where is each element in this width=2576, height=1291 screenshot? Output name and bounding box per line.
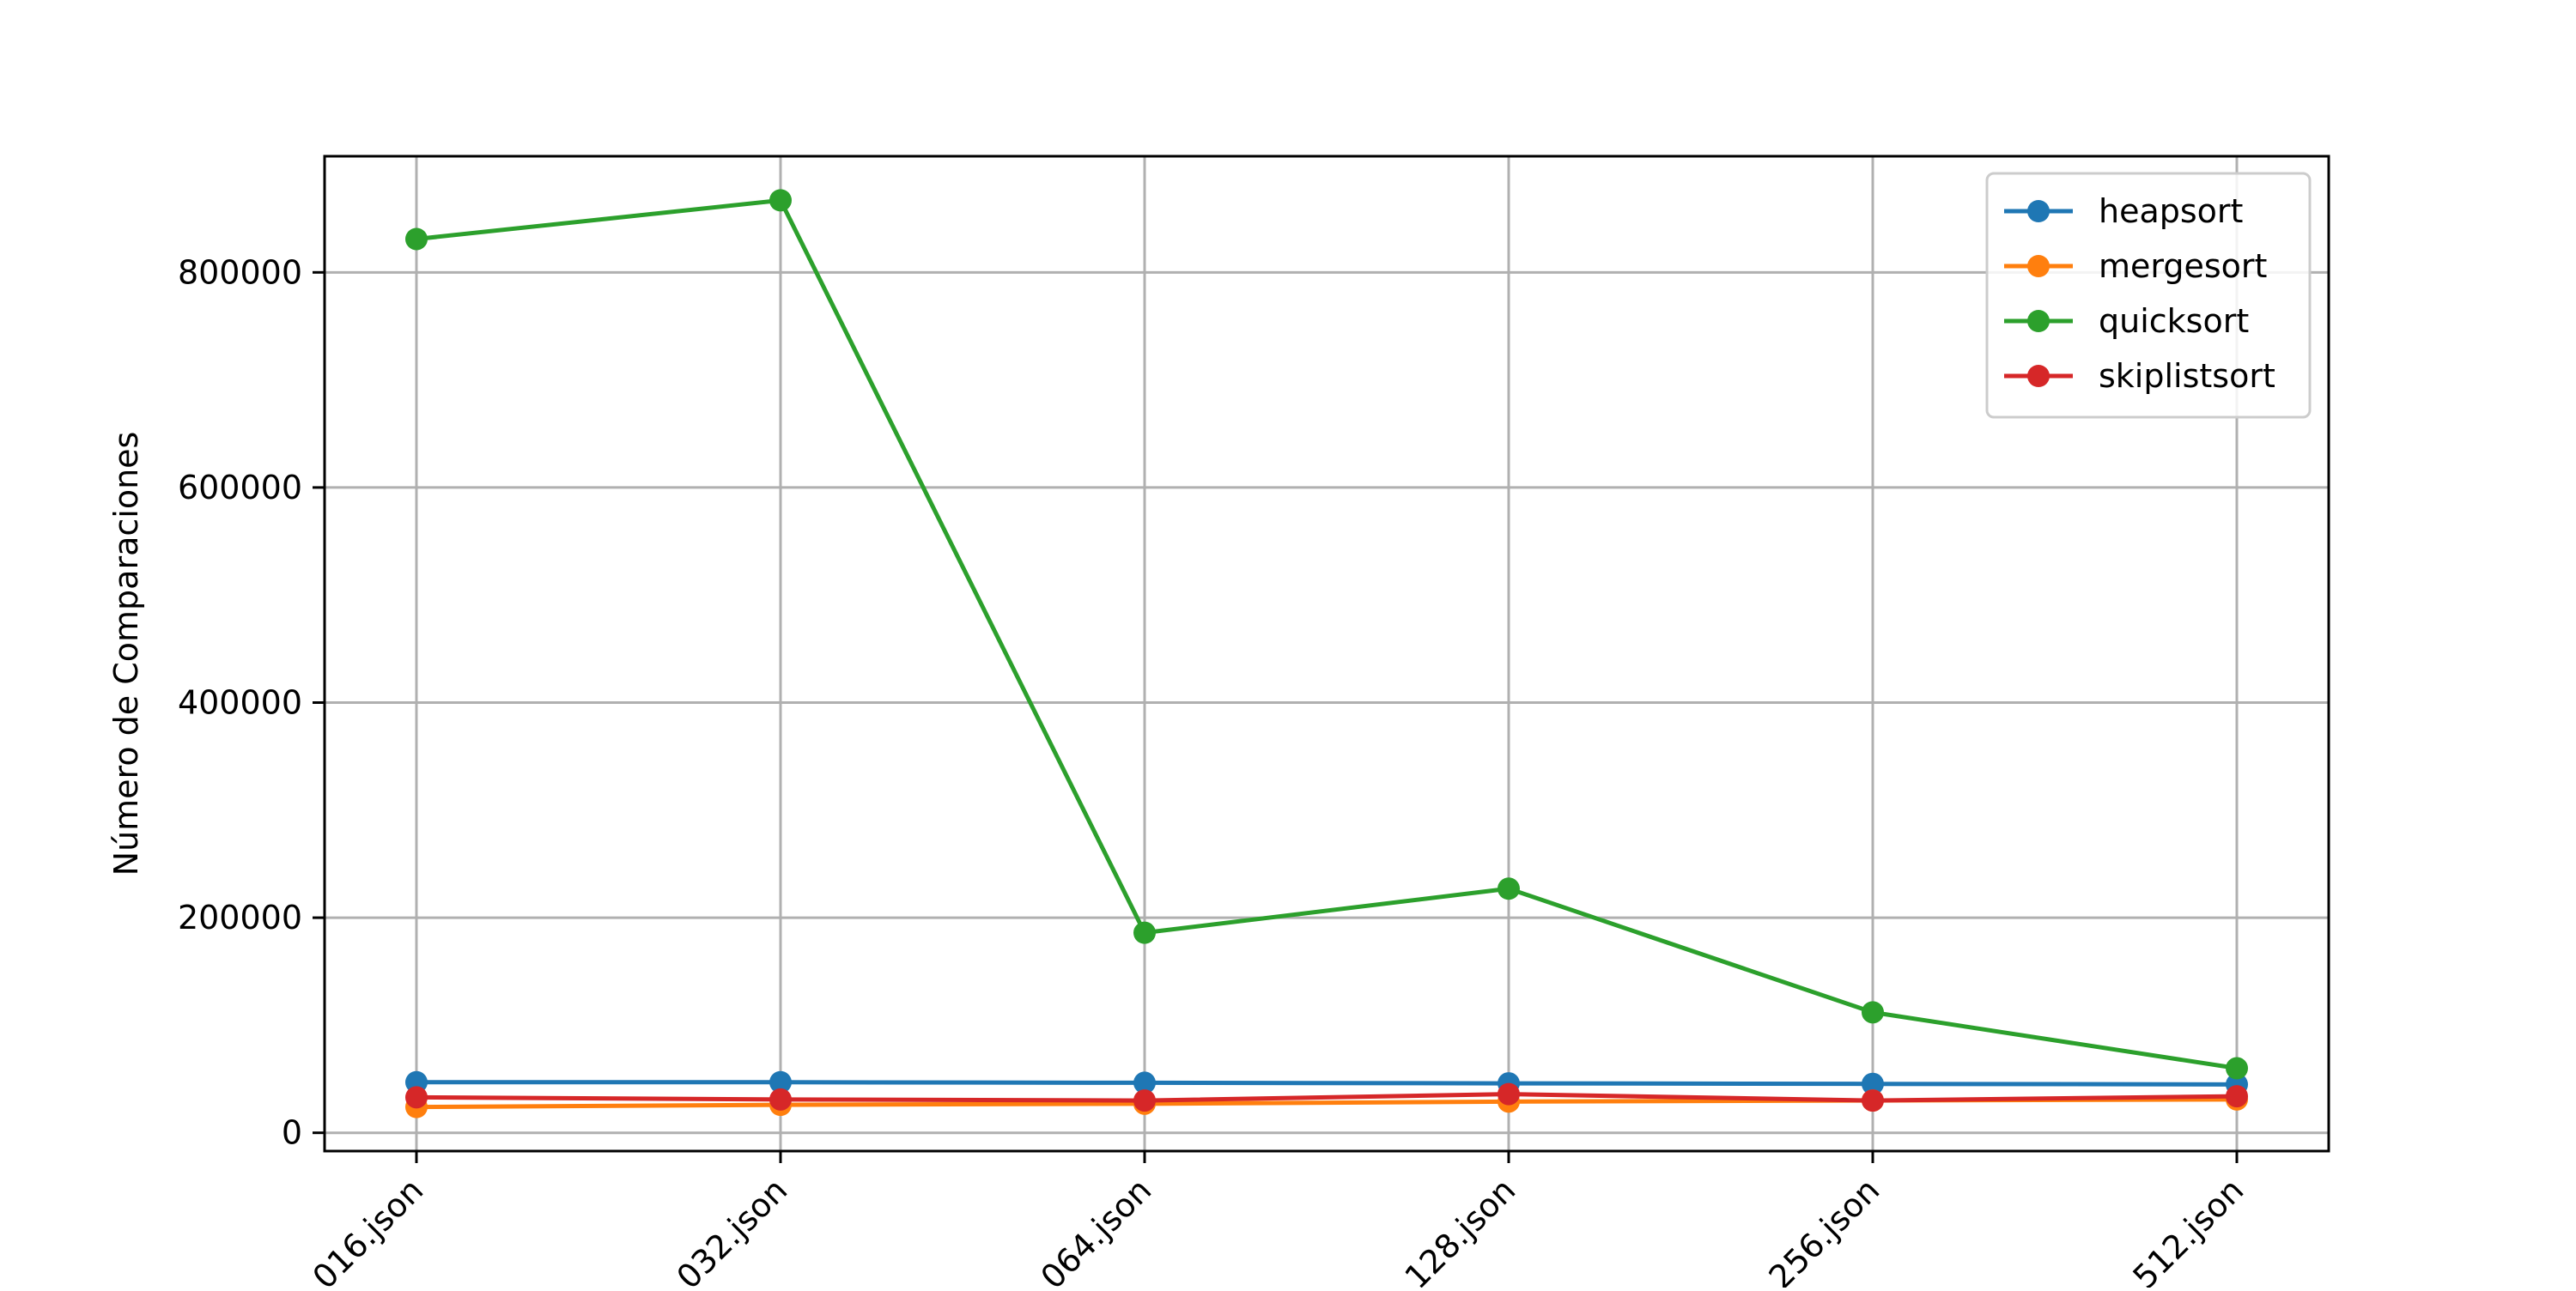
series-line-quicksort [416,197,2238,1070]
legend-label-heapsort: heapsort [2099,192,2243,230]
series-line-heapsort [416,1080,2238,1087]
x-tick-label: 128.json [1397,1171,1522,1288]
data-point-quicksort [2226,1057,2248,1080]
data-point-skiplistsort [1862,1089,1884,1112]
x-axis: 016.json 032.json 064.json 128.json 256.json… [305,1151,2251,1291]
legend-marker [2027,255,2050,277]
y-tick-label: 800000 [178,253,302,291]
y-tick-label: 0 [282,1114,302,1152]
x-tick-label: 256.json [1761,1171,1886,1288]
data-point-quicksort [769,189,792,212]
data-point-heapsort [1862,1072,1884,1095]
x-tick-label: 512.json [2125,1171,2251,1288]
x-tick-label: 064.json [1033,1171,1158,1288]
data-point-skiplistsort [1133,1089,1156,1112]
y-axis-label: Número de Comparaciones [107,432,145,876]
legend-box [1985,172,2312,419]
data-point-quicksort [1862,1001,1884,1024]
legend-marker [2027,365,2050,387]
y-tick-label: 600000 [178,469,302,506]
data-point-skiplistsort [1498,1082,1520,1106]
data-point-heapsort [1133,1071,1156,1094]
data-point-quicksort [1133,921,1156,944]
data-point-quicksort [1498,877,1520,900]
series-layer [405,189,2248,1118]
series-line-skiplistsort [416,1092,2238,1103]
data-point-skiplistsort [405,1086,428,1109]
legend-marker [2027,200,2050,222]
legend-label-skiplistsort: skiplistsort [2099,357,2275,395]
y-tick-label: 400000 [178,684,302,722]
y-tick-label: 200000 [178,899,302,936]
legend-label-mergesort: mergesort [2099,247,2267,285]
data-point-skiplistsort [769,1088,792,1111]
x-tick-label: 032.json [669,1171,794,1288]
legend-marker [2027,310,2050,332]
data-point-quicksort [405,227,428,251]
plot-frame [323,155,2330,1153]
legend: heapsort mergesort quicksort skiplistsort [1985,172,2312,419]
y-axis: 0 200000 400000 600000 800000 [178,253,325,1152]
data-point-heapsort [769,1070,792,1094]
legend-label-quicksort: quicksort [2099,302,2249,340]
data-point-skiplistsort [2226,1085,2248,1108]
x-tick-label: 016.json [305,1171,430,1288]
